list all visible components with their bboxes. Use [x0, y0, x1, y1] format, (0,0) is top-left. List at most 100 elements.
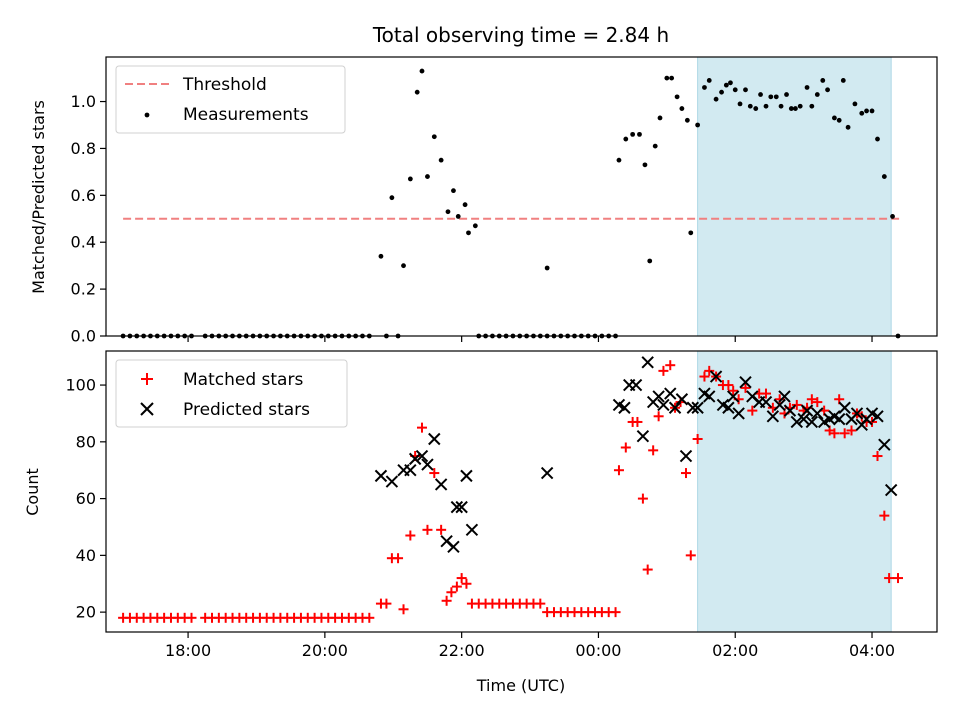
matched-star-point — [658, 365, 669, 376]
matched-star-point — [461, 578, 472, 589]
measurement-point — [652, 143, 658, 149]
measurement-point — [747, 103, 753, 109]
predicted-star-point — [832, 412, 846, 426]
bottom-plot-frame — [105, 350, 938, 633]
measurement-point — [723, 82, 729, 88]
measurement-point — [695, 122, 701, 128]
measurement-point — [825, 87, 830, 93]
matched-star-point — [637, 493, 648, 504]
matched-star-point — [610, 607, 621, 618]
predicted-star-point — [415, 449, 429, 463]
matched-star-point — [812, 397, 823, 408]
bottom-y-axis: 20 40 60 80 100 — [65, 376, 106, 622]
measurement-point — [414, 89, 420, 95]
y-tick-label: 40 — [76, 546, 96, 565]
predicted-star-point — [783, 404, 797, 417]
legend-predicted-label: Predicted stars — [183, 400, 310, 420]
bottom-x-axis: 18:00 20:00 22:00 00:00 02:00 04:00 — [165, 632, 895, 660]
measurement-point — [616, 157, 622, 163]
measurement-point — [451, 188, 456, 194]
measurement-point — [664, 75, 670, 81]
predicted-star-point — [657, 398, 670, 412]
top-legend-box — [115, 65, 346, 134]
legend-threshold-label: Threshold — [182, 75, 267, 95]
top-legend: Threshold Measurements — [115, 65, 346, 134]
predicted-star-point — [884, 483, 898, 497]
y-tick-label: 0.8 — [71, 139, 96, 158]
matched-star-point — [535, 598, 546, 609]
x-axis-label: Time (UTC) — [476, 676, 565, 695]
bottom-shaded-span — [697, 350, 892, 633]
matched-star-point — [648, 445, 659, 456]
x-tick-label: 04:00 — [849, 641, 895, 660]
measurement-point — [389, 195, 395, 201]
matched-star-point — [186, 612, 197, 623]
measurement-point — [637, 131, 642, 137]
predicted-star-point — [664, 387, 677, 400]
shaded-span-rect — [697, 56, 892, 337]
measurement-point — [642, 162, 648, 168]
measurement-point — [804, 85, 810, 90]
predicted-star-point — [871, 410, 884, 423]
matched-star-point — [665, 360, 676, 371]
matched-star-point — [879, 510, 890, 521]
measurement-point — [657, 115, 663, 121]
matched-star-point — [839, 428, 850, 439]
legend-predicted-swatch — [140, 402, 154, 416]
measurement-point — [719, 89, 724, 95]
predicted-star-point — [686, 401, 700, 414]
matched-star-point — [398, 604, 409, 615]
measurement-point — [455, 214, 461, 219]
legend-measurements-swatch — [144, 112, 150, 118]
predicted-star-point — [878, 438, 891, 451]
top-x-axis — [187, 336, 873, 342]
predicted-star-point — [629, 378, 643, 392]
measurement-point — [836, 117, 842, 123]
predicted-star-point — [652, 390, 665, 403]
predicted-star-point — [455, 500, 468, 514]
measurement-point — [630, 131, 636, 137]
measurement-point — [425, 174, 430, 179]
measurement-point — [859, 110, 865, 116]
measurement-point — [869, 108, 875, 114]
predicted-star-point — [805, 415, 819, 429]
y-tick-label: 20 — [76, 603, 96, 622]
x-tick-label: 20:00 — [302, 641, 348, 660]
measurement-point — [472, 223, 478, 229]
measurement-point — [797, 103, 803, 109]
chart-title: Total observing time = 2.84 h — [372, 23, 669, 47]
x-tick-label: 00:00 — [575, 641, 621, 660]
measurement-point — [401, 263, 406, 269]
matched-star-point — [747, 405, 758, 416]
predicted-star-point — [703, 390, 716, 403]
measurement-point — [431, 134, 437, 140]
matched-star-point — [405, 530, 416, 541]
y-tick-label: 0.0 — [71, 327, 96, 346]
predicted-star-point — [790, 415, 803, 429]
matched-star-point — [791, 399, 802, 410]
matched-star-point — [456, 573, 467, 584]
y-tick-label: 1.0 — [71, 92, 96, 111]
measurement-point — [674, 94, 680, 100]
measurement-point — [706, 78, 712, 83]
bottom-legend: Matched stars Predicted stars — [115, 359, 348, 428]
predicted-star-point — [850, 407, 864, 420]
predicted-star-point — [766, 410, 780, 423]
matched-star-point — [893, 573, 904, 584]
y-tick-label: 60 — [76, 489, 96, 508]
predicted-star-point — [739, 376, 752, 389]
top-y-axis-label: Matched/Predicted stars — [29, 100, 48, 294]
top-y-axis: 0.0 0.2 0.4 0.6 0.8 1.0 — [71, 92, 106, 346]
measurement-point — [407, 176, 413, 182]
predicted-star-point — [447, 540, 460, 554]
predicted-star-point — [428, 432, 441, 446]
measurement-point — [669, 75, 675, 81]
y-tick-label: 0.6 — [71, 186, 96, 205]
predicted-star-point — [385, 475, 399, 488]
matched-star-point — [446, 587, 457, 598]
predicted-star-point — [709, 370, 723, 383]
predicted-star-point — [691, 401, 704, 414]
y-tick-label: 0.2 — [71, 280, 96, 299]
predicted-stars-points — [374, 356, 898, 554]
